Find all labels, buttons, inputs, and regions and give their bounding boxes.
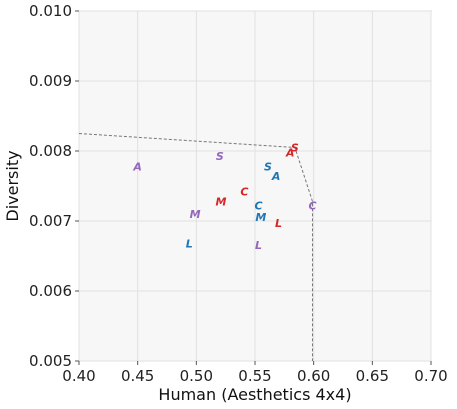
x-tick-label: 0.65 (356, 367, 389, 385)
y-tick-label: 0.007 (29, 212, 72, 230)
data-point-label: A (271, 170, 281, 183)
data-point-label: A (285, 146, 295, 159)
grid-lines (78, 10, 432, 362)
x-tick-label: 0.55 (238, 367, 271, 385)
y-axis-label: Diversity (3, 150, 22, 221)
data-point-label: M (190, 208, 201, 221)
data-point-label: L (255, 239, 262, 252)
x-tick-label: 0.60 (297, 367, 330, 385)
x-tick-label: 0.70 (414, 367, 447, 385)
x-axis-label: Human (Aesthetics 4x4) (158, 385, 351, 404)
data-point-label: C (308, 200, 316, 213)
frontier-line (78, 133, 313, 361)
data-point-label: C (240, 186, 248, 199)
y-tick-label: 0.008 (29, 142, 72, 160)
y-tick-label: 0.009 (29, 72, 72, 90)
x-tick-label: 0.45 (121, 367, 154, 385)
x-tick-label: 0.50 (180, 367, 213, 385)
y-tick-label: 0.006 (29, 282, 72, 300)
data-point-label: L (275, 217, 282, 230)
data-point-label: L (186, 237, 193, 250)
frontier-group (78, 133, 313, 361)
data-point-label: A (132, 160, 142, 173)
data-point-label: C (254, 200, 262, 213)
data-point-label: M (255, 211, 266, 224)
y-tick-label: 0.005 (29, 352, 72, 370)
y-axis-ticks: 0.005 0.006 0.007 0.008 0.009 0.010 (29, 2, 79, 370)
data-point-label: S (291, 142, 299, 155)
data-point-label: M (215, 195, 226, 208)
data-point-label: S (216, 150, 224, 163)
data-point-label: S (264, 160, 272, 173)
x-axis-ticks: 0.40 0.45 0.50 0.55 0.60 0.65 0.70 (62, 361, 448, 385)
x-tick-label: 0.40 (62, 367, 95, 385)
y-tick-label: 0.010 (29, 2, 72, 20)
